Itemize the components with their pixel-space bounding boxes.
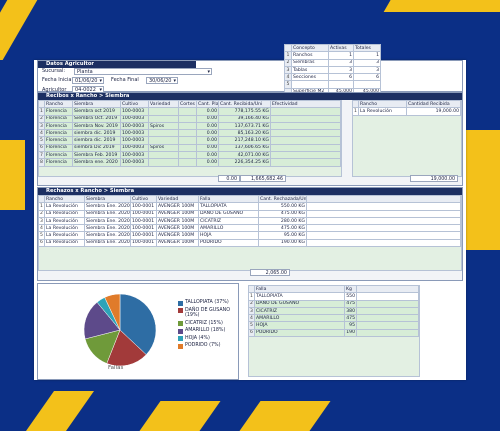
- fallas-legend: TALLOPIATA (37%) DAÑO DE GUSANO (19%) CI…: [178, 300, 236, 351]
- recibos-total-plant: 0.00: [218, 175, 240, 182]
- pie-slice-podrido: [104, 293, 121, 331]
- rechazos-header-siembra: Siembra: [84, 194, 131, 204]
- datos-agricultor-title: Datos Agricultor: [38, 61, 196, 68]
- recibos-header-variedad: Variedad: [148, 99, 179, 109]
- rechazos-title: Rechazos x Rancho > Siembra: [38, 188, 462, 195]
- table-row[interactable]: 3 La Revolución Siembra Ene. 2020 100-0001 A…: [38, 216, 461, 226]
- table-row[interactable]: 5 Florencia siembra dic. 2019 100-0003 0.00 2…: [38, 136, 341, 145]
- rechazos-header-variedad: Variedad: [156, 194, 199, 204]
- recibos-title: Recibos x Rancho > Siembra: [38, 93, 462, 100]
- calendar-dropdown-icon: ▾: [99, 78, 102, 84]
- table-row[interactable]: 4 AMARILLO 475: [248, 314, 419, 323]
- table-row[interactable]: 1 Florencia Siembra oct 2019 100-0003 0.00 77…: [38, 107, 341, 116]
- pie-slice-amarillo: [83, 301, 121, 340]
- datos-agricultor-panel: Datos Agricultor: [37, 60, 463, 92]
- chevron-down-icon: ▾: [207, 69, 210, 75]
- decor-stripe-top-right: [383, 0, 500, 12]
- table-row[interactable]: 6 Florencia siembra Dic 2019 100-0003 Spiros…: [38, 143, 341, 153]
- fecha-inicial-input[interactable]: 01/06/20 ▾: [72, 77, 104, 84]
- fallas-table[interactable]: Falla Kg 1 TALLOPIATA 550 2 DAÑO DE GUSANO 4…: [248, 284, 419, 338]
- summary-header-concepto: Concepto: [291, 43, 329, 53]
- table-row[interactable]: 1 La Revolución Siembra Ene. 2020 100-0001 A…: [38, 202, 461, 211]
- table-row[interactable]: 2 La Revolución Siembra Ene. 2020 100-0001 A…: [38, 209, 461, 218]
- recibos-header-cultivo: Cultivo: [120, 99, 149, 109]
- fallas-chart-title: Fallas: [108, 365, 124, 371]
- rancho-total: 19,000.00: [410, 175, 458, 182]
- table-row[interactable]: 6 PODRIDO 190: [248, 328, 419, 338]
- legend-swatch: [178, 321, 183, 326]
- decor-stripe-left: [0, 140, 25, 210]
- recibos-header-cant-recibida: Cant. Recibida/Uni: [218, 99, 271, 109]
- sucursal-select[interactable]: Planta ▾: [74, 68, 212, 75]
- table-row[interactable]: 8 Florencia Siembra ene. 2020 100-0003 0.00 2…: [38, 158, 341, 167]
- table-row[interactable]: 3 CICATRIZ 380: [248, 306, 419, 316]
- fecha-final-label: Fecha Final: [111, 77, 139, 83]
- legend-item: HOJA (4%): [178, 336, 236, 341]
- sucursal-label: Sucursal:: [42, 68, 66, 74]
- decor-stripe-bottom-3: [239, 401, 331, 431]
- legend-swatch: [178, 308, 183, 313]
- rechazos-header-cant: Cant. Rechazada/Uni: [258, 194, 307, 204]
- table-row[interactable]: 4 La Revolución Siembra Ene. 2020 100-0001 A…: [38, 224, 461, 233]
- decor-stripe-bottom-2: [139, 401, 221, 431]
- rancho-header-cantidad: Cantidad Recibida: [406, 99, 461, 109]
- table-row[interactable]: 4 Florencia siembra dic. 2019 100-0003 0.00 8…: [38, 129, 341, 138]
- legend-item: CICATRIZ (15%): [178, 321, 236, 326]
- recibos-header-rancho: Rancho: [44, 99, 73, 109]
- pie-slice-tallopiata: [119, 293, 157, 355]
- recibos-total-recibida: 1,665,682.46: [240, 175, 286, 182]
- recibos-header-efectividad: Efectividad: [270, 99, 341, 109]
- fallas-pie-chart: [83, 293, 157, 367]
- recibos-table[interactable]: Rancho Siembra Cultivo Variedad Cortes C…: [38, 99, 341, 167]
- legend-swatch: [178, 328, 183, 334]
- table-row[interactable]: 5 HOJA 95: [248, 321, 419, 330]
- summary-row[interactable]: 1 Ranchos 1 1: [284, 51, 381, 60]
- fecha-final-value: 30/06/20: [149, 78, 172, 84]
- rechazos-header-rancho: Rancho: [44, 194, 85, 204]
- table-row[interactable]: 2 Florencia Siembra Oct. 2019 100-0003 0.00 3…: [38, 114, 341, 123]
- recibos-header-cant-plant: Cant. Plant: [196, 99, 219, 109]
- legend-item: DAÑO DE GUSANO (19%): [178, 308, 236, 319]
- rechazos-table[interactable]: Rancho Siembra Cultivo Variedad Falla Ca…: [38, 194, 461, 248]
- decor-stripe-bottom-1: [25, 391, 95, 431]
- table-row[interactable]: 5 La Revolución Siembra Ene. 2020 100-0001 A…: [38, 231, 461, 240]
- calendar-dropdown-icon: ▾: [173, 78, 176, 84]
- rechazos-header-falla: Falla: [198, 194, 259, 204]
- summary-header-activas: Activas: [328, 43, 354, 53]
- legend-swatch: [178, 300, 183, 306]
- rechazos-total: 2,065.00: [250, 269, 290, 276]
- recibos-header-cortes: Cortes: [178, 99, 197, 109]
- legend-item: PODRIDO (7%): [178, 343, 236, 349]
- summary-row[interactable]: 5: [284, 80, 381, 89]
- fecha-inicial-value: 01/06/20: [75, 78, 98, 84]
- summary-row[interactable]: 2 Siembras 3 3: [284, 58, 381, 67]
- summary-row[interactable]: 3 Tablas 3 3: [284, 65, 381, 75]
- table-row[interactable]: 1 TALLOPIATA 550: [248, 292, 419, 301]
- agricultor-value: 04-0022: [75, 87, 96, 93]
- fallas-header-falla: Falla: [254, 284, 345, 294]
- decor-stripe-top-left: [0, 0, 38, 60]
- legend-item: AMARILLO (18%): [178, 328, 236, 334]
- fecha-inicial-label: Fecha Inicial: [42, 77, 73, 83]
- table-row[interactable]: 7 Florencia Siembra Feb. 2019 100-0003 0.00 4…: [38, 151, 341, 160]
- summary-row[interactable]: 4 Secciones 6 6: [284, 73, 381, 82]
- sucursal-value: Planta: [77, 69, 93, 75]
- fallas-header-kg: Kg: [344, 284, 357, 294]
- table-row[interactable]: 6 La Revolución Siembra Ene. 2020 100-0001 A…: [38, 238, 461, 248]
- summary-table: Concepto Activas Totales 1 Ranchos 1 1 2…: [284, 43, 381, 97]
- rechazos-header-cultivo: Cultivo: [130, 194, 157, 204]
- legend-swatch: [178, 336, 183, 341]
- fecha-final-input[interactable]: 30/06/20 ▾: [146, 77, 178, 84]
- recibos-header-siembra: Siembra: [72, 99, 121, 109]
- agricultor-label: Agricultor: [42, 87, 67, 93]
- table-row[interactable]: 1 La Revolución 19,000.00: [352, 107, 461, 116]
- table-row[interactable]: 3 Florencia Siembra Nov. 2019 100-0003 Spiro…: [38, 121, 341, 131]
- rancho-table[interactable]: Rancho Cantidad Recibida 1 La Revolución…: [352, 99, 461, 116]
- summary-header-totales: Totales: [353, 43, 381, 53]
- chevron-down-icon: ▾: [99, 87, 102, 93]
- legend-item: TALLOPIATA (37%): [178, 300, 236, 306]
- rancho-header-rancho: Rancho: [358, 99, 407, 109]
- legend-swatch: [178, 343, 183, 349]
- table-row[interactable]: 2 DAÑO DE GUSANO 475: [248, 299, 419, 308]
